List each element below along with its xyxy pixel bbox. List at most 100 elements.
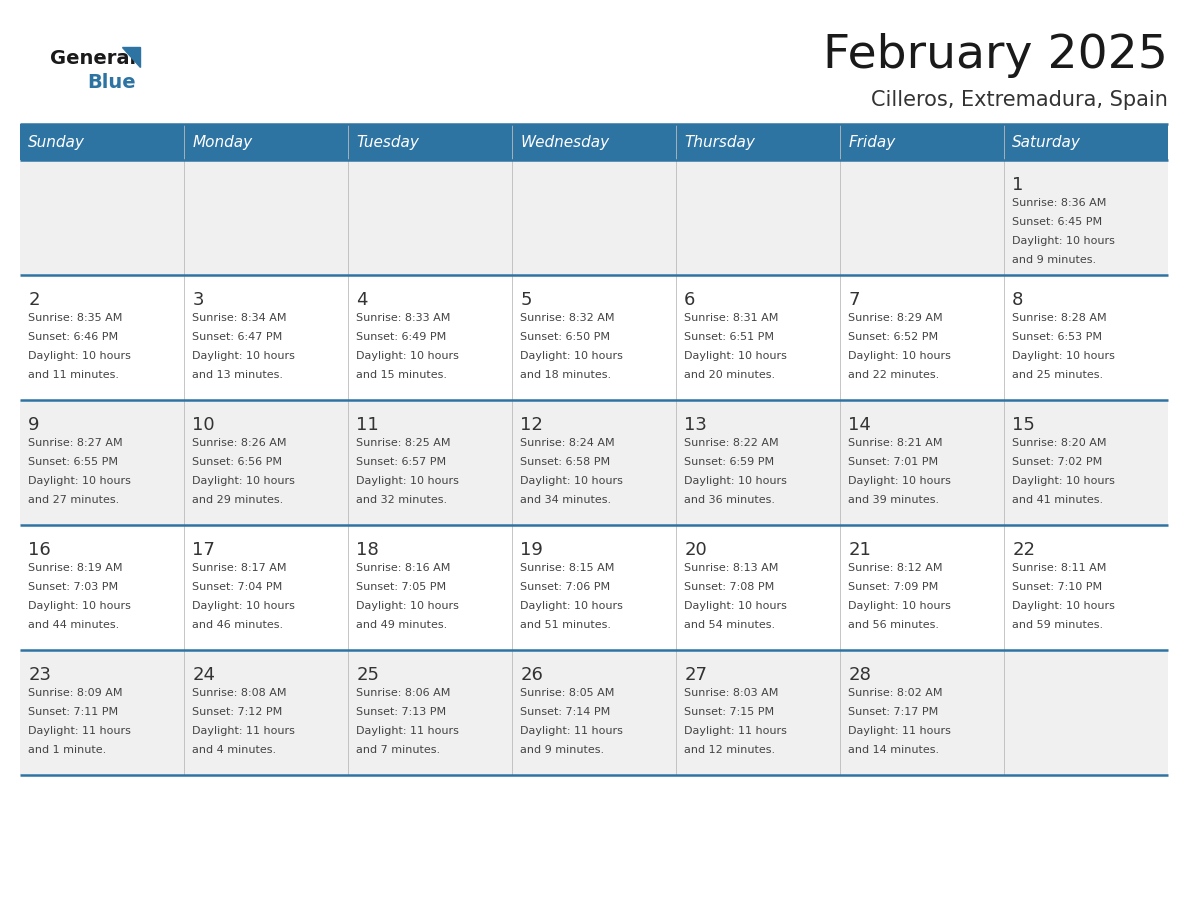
Text: Wednesday: Wednesday <box>520 135 609 150</box>
Text: 26: 26 <box>520 666 543 684</box>
Text: Blue: Blue <box>87 73 135 92</box>
Text: Sunset: 6:45 PM: Sunset: 6:45 PM <box>1012 217 1102 227</box>
Bar <box>20 124 1168 160</box>
Text: Sunrise: 8:27 AM: Sunrise: 8:27 AM <box>29 438 122 448</box>
Text: Daylight: 10 hours: Daylight: 10 hours <box>1012 351 1116 361</box>
Text: Sunset: 7:11 PM: Sunset: 7:11 PM <box>29 707 119 717</box>
Text: Daylight: 10 hours: Daylight: 10 hours <box>684 351 788 361</box>
Text: Daylight: 11 hours: Daylight: 11 hours <box>356 726 459 736</box>
Text: Daylight: 11 hours: Daylight: 11 hours <box>192 726 295 736</box>
Text: Saturday: Saturday <box>1012 135 1081 150</box>
Text: 11: 11 <box>356 416 379 434</box>
Text: Sunset: 7:04 PM: Sunset: 7:04 PM <box>192 582 283 592</box>
Text: 20: 20 <box>684 541 707 559</box>
Text: Daylight: 11 hours: Daylight: 11 hours <box>520 726 623 736</box>
Text: Daylight: 10 hours: Daylight: 10 hours <box>356 601 459 611</box>
Text: Daylight: 11 hours: Daylight: 11 hours <box>684 726 788 736</box>
Text: and 20 minutes.: and 20 minutes. <box>684 370 776 380</box>
Text: and 36 minutes.: and 36 minutes. <box>684 495 776 505</box>
Text: 23: 23 <box>29 666 51 684</box>
Text: Sunrise: 8:35 AM: Sunrise: 8:35 AM <box>29 313 122 323</box>
Text: Sunrise: 8:09 AM: Sunrise: 8:09 AM <box>29 688 122 698</box>
Text: and 56 minutes.: and 56 minutes. <box>848 620 940 630</box>
Text: Sunrise: 8:22 AM: Sunrise: 8:22 AM <box>684 438 779 448</box>
Text: Daylight: 10 hours: Daylight: 10 hours <box>1012 601 1116 611</box>
Text: Sunday: Sunday <box>29 135 86 150</box>
Text: February 2025: February 2025 <box>823 32 1168 77</box>
Text: Sunrise: 8:36 AM: Sunrise: 8:36 AM <box>1012 198 1106 208</box>
Text: and 29 minutes.: and 29 minutes. <box>192 495 284 505</box>
Text: 6: 6 <box>684 291 696 309</box>
Text: Daylight: 10 hours: Daylight: 10 hours <box>1012 236 1116 246</box>
Text: Sunset: 6:58 PM: Sunset: 6:58 PM <box>520 457 611 467</box>
Text: and 41 minutes.: and 41 minutes. <box>1012 495 1104 505</box>
Text: Daylight: 10 hours: Daylight: 10 hours <box>29 476 131 486</box>
Text: Sunset: 7:01 PM: Sunset: 7:01 PM <box>848 457 939 467</box>
Text: 22: 22 <box>1012 541 1035 559</box>
Text: Sunrise: 8:05 AM: Sunrise: 8:05 AM <box>520 688 614 698</box>
Text: Daylight: 10 hours: Daylight: 10 hours <box>29 351 131 361</box>
Text: Daylight: 10 hours: Daylight: 10 hours <box>848 476 952 486</box>
Text: Sunset: 7:10 PM: Sunset: 7:10 PM <box>1012 582 1102 592</box>
Text: and 32 minutes.: and 32 minutes. <box>356 495 448 505</box>
Text: 19: 19 <box>520 541 543 559</box>
Text: Monday: Monday <box>192 135 252 150</box>
Text: and 9 minutes.: and 9 minutes. <box>1012 255 1097 265</box>
Text: Sunrise: 8:15 AM: Sunrise: 8:15 AM <box>520 563 614 573</box>
Text: Sunrise: 8:29 AM: Sunrise: 8:29 AM <box>848 313 943 323</box>
Text: 9: 9 <box>29 416 39 434</box>
Text: 25: 25 <box>356 666 379 684</box>
Text: Daylight: 10 hours: Daylight: 10 hours <box>848 601 952 611</box>
Text: 15: 15 <box>1012 416 1035 434</box>
Text: and 7 minutes.: and 7 minutes. <box>356 745 441 755</box>
Text: 17: 17 <box>192 541 215 559</box>
Text: General: General <box>50 49 137 68</box>
Text: Sunset: 7:08 PM: Sunset: 7:08 PM <box>684 582 775 592</box>
Text: Sunset: 7:09 PM: Sunset: 7:09 PM <box>848 582 939 592</box>
Text: Sunrise: 8:20 AM: Sunrise: 8:20 AM <box>1012 438 1107 448</box>
Text: Daylight: 11 hours: Daylight: 11 hours <box>848 726 952 736</box>
Text: Sunset: 6:51 PM: Sunset: 6:51 PM <box>684 332 775 342</box>
Text: Sunset: 6:52 PM: Sunset: 6:52 PM <box>848 332 939 342</box>
Text: Sunset: 6:50 PM: Sunset: 6:50 PM <box>520 332 611 342</box>
Text: Sunset: 6:55 PM: Sunset: 6:55 PM <box>29 457 118 467</box>
Text: 28: 28 <box>848 666 871 684</box>
Text: and 1 minute.: and 1 minute. <box>29 745 107 755</box>
Text: 4: 4 <box>356 291 368 309</box>
Text: and 13 minutes.: and 13 minutes. <box>192 370 283 380</box>
Text: Cilleros, Extremadura, Spain: Cilleros, Extremadura, Spain <box>871 90 1168 110</box>
Text: Sunrise: 8:26 AM: Sunrise: 8:26 AM <box>192 438 286 448</box>
Text: Sunrise: 8:32 AM: Sunrise: 8:32 AM <box>520 313 614 323</box>
Text: and 12 minutes.: and 12 minutes. <box>684 745 776 755</box>
Text: Sunset: 6:46 PM: Sunset: 6:46 PM <box>29 332 119 342</box>
Text: Friday: Friday <box>848 135 896 150</box>
Text: 24: 24 <box>192 666 215 684</box>
Text: and 9 minutes.: and 9 minutes. <box>520 745 605 755</box>
Text: Sunrise: 8:33 AM: Sunrise: 8:33 AM <box>356 313 450 323</box>
Text: Daylight: 10 hours: Daylight: 10 hours <box>684 601 788 611</box>
Text: Sunrise: 8:02 AM: Sunrise: 8:02 AM <box>848 688 943 698</box>
Text: Sunset: 6:59 PM: Sunset: 6:59 PM <box>684 457 775 467</box>
Text: Sunrise: 8:34 AM: Sunrise: 8:34 AM <box>192 313 286 323</box>
Text: and 46 minutes.: and 46 minutes. <box>192 620 283 630</box>
Text: 14: 14 <box>848 416 871 434</box>
Text: and 22 minutes.: and 22 minutes. <box>848 370 940 380</box>
Text: Sunrise: 8:06 AM: Sunrise: 8:06 AM <box>356 688 450 698</box>
Text: 27: 27 <box>684 666 707 684</box>
Text: Sunset: 7:15 PM: Sunset: 7:15 PM <box>684 707 775 717</box>
Text: Sunset: 7:03 PM: Sunset: 7:03 PM <box>29 582 119 592</box>
Text: Daylight: 10 hours: Daylight: 10 hours <box>356 351 459 361</box>
Text: and 25 minutes.: and 25 minutes. <box>1012 370 1104 380</box>
Text: Sunset: 6:57 PM: Sunset: 6:57 PM <box>356 457 447 467</box>
Text: 3: 3 <box>192 291 203 309</box>
Text: Sunset: 6:47 PM: Sunset: 6:47 PM <box>192 332 283 342</box>
Text: 2: 2 <box>29 291 39 309</box>
Polygon shape <box>122 47 140 67</box>
Bar <box>20 400 1168 525</box>
Text: Sunrise: 8:03 AM: Sunrise: 8:03 AM <box>684 688 778 698</box>
Text: and 14 minutes.: and 14 minutes. <box>848 745 940 755</box>
Text: Tuesday: Tuesday <box>356 135 419 150</box>
Text: Sunset: 7:05 PM: Sunset: 7:05 PM <box>356 582 447 592</box>
Text: and 18 minutes.: and 18 minutes. <box>520 370 612 380</box>
Text: Sunrise: 8:19 AM: Sunrise: 8:19 AM <box>29 563 122 573</box>
